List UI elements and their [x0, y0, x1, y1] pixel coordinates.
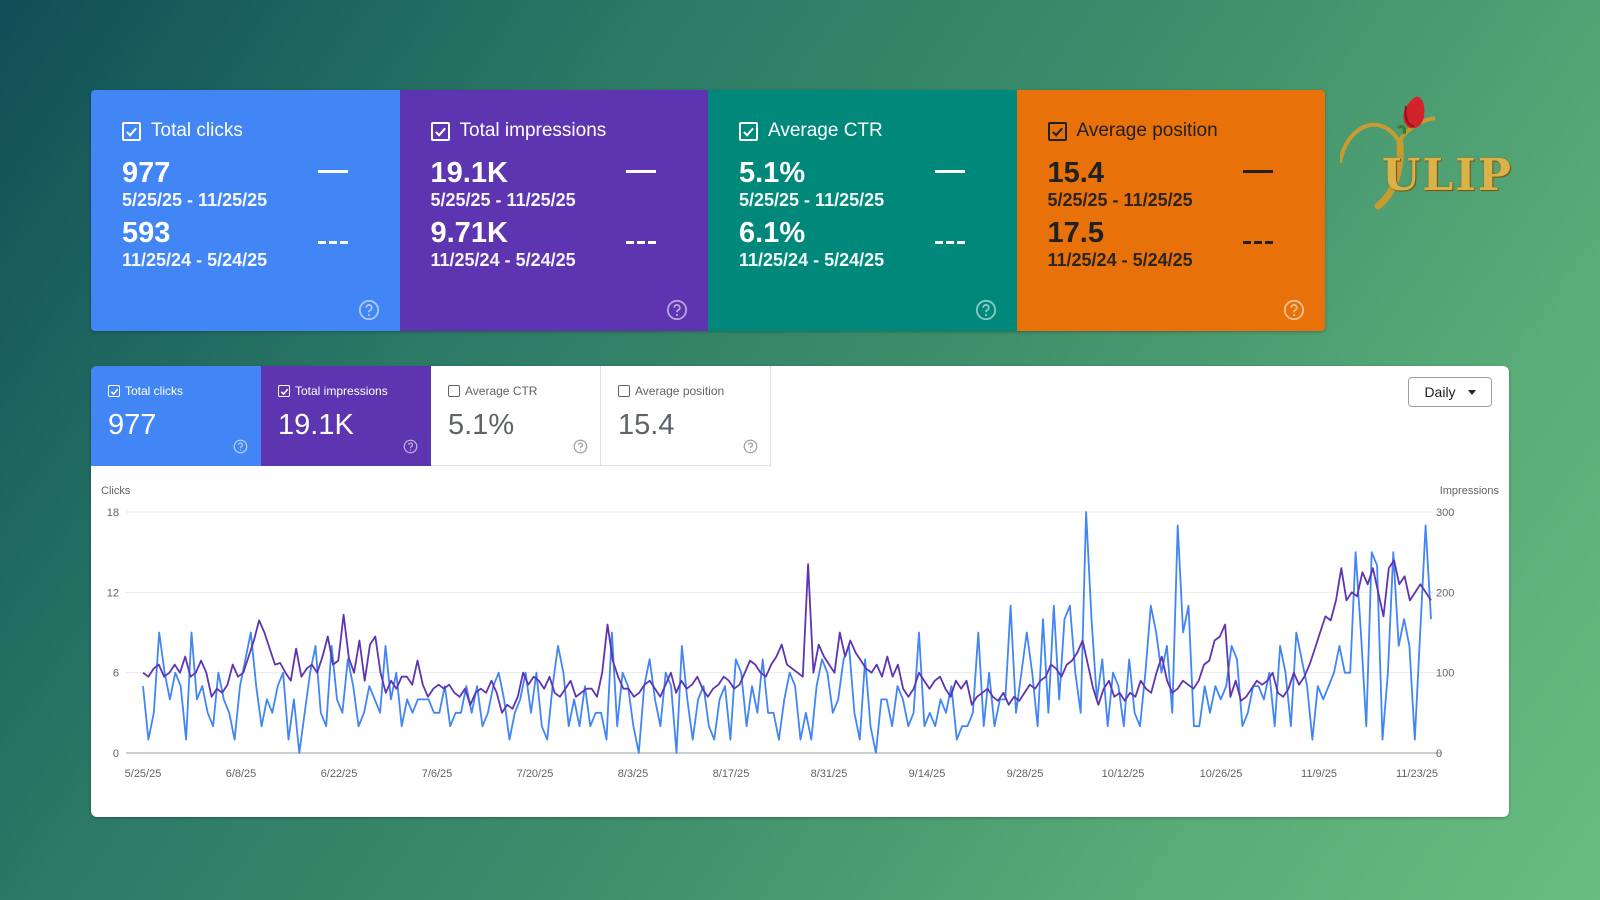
current-range: 5/25/25 - 11/25/25 — [122, 190, 268, 210]
help-icon[interactable] — [573, 439, 588, 454]
previous-value: 17.5 — [1047, 217, 1104, 249]
card-total-clicks[interactable]: Total clicks 977 5/25/25 - 11/25/25 593 … — [91, 90, 400, 331]
tab-value: 15.4 — [618, 409, 675, 441]
performance-line-chart: Clicks Impressions 0 6 12 18 0 100 200 300 5/2… — [101, 485, 1500, 780]
tab-average-ctr[interactable]: Average CTR 5.1% — [431, 366, 601, 466]
card-title: Average CTR — [768, 120, 883, 141]
caret-down-icon — [1467, 389, 1476, 395]
logo-wordmark: ULIP — [1382, 150, 1513, 201]
left-tick-label: 18 — [107, 507, 119, 519]
current-value: 977 — [122, 157, 171, 189]
previous-value: 6.1% — [739, 217, 806, 249]
right-tick-label: 300 — [1436, 507, 1454, 519]
x-tick-label: 8/31/25 — [811, 768, 848, 780]
x-tick-label: 7/20/25 — [517, 768, 554, 780]
series-line-impressions — [142, 559, 1432, 714]
dashed-line-legend-icon — [934, 241, 965, 244]
granularity-label: Daily — [1424, 384, 1456, 400]
solid-line-legend-icon — [934, 170, 965, 173]
checkbox-checked-icon[interactable] — [108, 385, 120, 397]
solid-line-legend-icon — [317, 170, 348, 173]
card-header: Average CTR — [739, 120, 987, 142]
tab-average-position[interactable]: Average position 15.4 — [601, 366, 771, 466]
previous-range: 11/25/24 - 5/24/25 — [122, 250, 268, 270]
x-tick-label: 6/22/25 — [321, 768, 358, 780]
card-title: Total clicks — [151, 120, 243, 141]
card-title: Average position — [1076, 120, 1218, 141]
x-tick-label: 6/8/25 — [226, 768, 257, 780]
checkbox-unchecked-icon[interactable] — [618, 385, 630, 397]
card-title: Total impressions — [459, 120, 607, 141]
series-line-clicks — [142, 511, 1432, 754]
card-average-position[interactable]: Average position 15.4 5/25/25 - 11/25/25… — [1016, 90, 1325, 331]
card-header: Total clicks — [122, 120, 370, 142]
help-icon[interactable] — [233, 439, 248, 454]
card-total-impressions[interactable]: Total impressions 19.1K 5/25/25 - 11/25/… — [399, 90, 708, 331]
x-tick-label: 10/26/25 — [1200, 768, 1243, 780]
performance-summary-cards: Total clicks 977 5/25/25 - 11/25/25 593 … — [91, 90, 1325, 331]
tab-label: Average CTR — [465, 384, 538, 398]
help-icon[interactable] — [358, 299, 380, 321]
x-tick-label: 5/25/25 — [125, 768, 162, 780]
x-tick-label: 11/9/25 — [1301, 768, 1337, 780]
help-icon[interactable] — [1283, 299, 1305, 321]
granularity-dropdown[interactable]: Daily — [1408, 377, 1492, 407]
current-range: 5/25/25 - 11/25/25 — [739, 190, 885, 210]
tab-value: 5.1% — [448, 409, 515, 441]
current-value: 5.1% — [739, 157, 806, 189]
tab-label: Total impressions — [295, 384, 388, 398]
metric-tabs: Total clicks 977 Total impressions 19.1K… — [91, 366, 1509, 466]
solid-line-legend-icon — [626, 170, 656, 173]
performance-chart-panel: Total clicks 977 Total impressions 19.1K… — [91, 366, 1509, 817]
checkbox-checked-icon[interactable] — [430, 121, 450, 141]
left-tick-label: 6 — [113, 668, 119, 680]
tab-total-clicks[interactable]: Total clicks 977 — [91, 366, 261, 466]
tab-total-impressions[interactable]: Total impressions 19.1K — [261, 366, 431, 466]
right-axis-label: Impressions — [1440, 485, 1500, 497]
current-range: 5/25/25 - 11/25/25 — [1047, 190, 1193, 210]
tab-value: 19.1K — [278, 409, 354, 441]
current-value: 19.1K — [430, 157, 508, 189]
card-header: Average position — [1047, 120, 1296, 142]
left-tick-label: 0 — [113, 748, 119, 760]
help-icon[interactable] — [975, 299, 997, 321]
tab-value: 977 — [108, 409, 157, 441]
left-tick-label: 12 — [107, 587, 119, 599]
checkbox-checked-icon[interactable] — [278, 385, 290, 397]
help-icon[interactable] — [743, 439, 758, 454]
checkbox-checked-icon[interactable] — [1047, 121, 1067, 141]
dashed-line-legend-icon — [1243, 241, 1273, 244]
x-tick-label: 9/28/25 — [1007, 768, 1044, 780]
x-tick-label: 11/23/25 — [1396, 768, 1438, 780]
previous-value: 593 — [122, 217, 171, 249]
x-tick-label: 8/17/25 — [713, 768, 750, 780]
right-tick-label: 200 — [1436, 587, 1454, 599]
dashed-line-legend-icon — [317, 241, 348, 244]
checkbox-unchecked-icon[interactable] — [448, 385, 460, 397]
tab-label: Total clicks — [125, 384, 184, 398]
help-icon[interactable] — [403, 439, 418, 454]
x-tick-label: 8/3/25 — [618, 768, 649, 780]
right-tick-label: 0 — [1436, 748, 1442, 760]
x-tick-label: 10/12/25 — [1102, 768, 1145, 780]
previous-range: 11/25/24 - 5/24/25 — [430, 250, 576, 270]
x-tick-label: 7/6/25 — [422, 768, 453, 780]
right-tick-label: 100 — [1436, 668, 1454, 680]
solid-line-legend-icon — [1243, 170, 1273, 173]
previous-value: 9.71K — [430, 217, 508, 249]
current-value: 15.4 — [1047, 157, 1104, 189]
tulip-icon — [1340, 96, 1436, 210]
previous-range: 11/25/24 - 5/24/25 — [1047, 250, 1193, 270]
left-axis-label: Clicks — [101, 485, 131, 497]
checkbox-checked-icon[interactable] — [122, 121, 141, 141]
card-header: Total impressions — [430, 120, 679, 142]
x-tick-label: 9/14/25 — [909, 768, 946, 780]
previous-range: 11/25/24 - 5/24/25 — [739, 250, 885, 270]
dashed-line-legend-icon — [626, 241, 656, 244]
checkbox-checked-icon[interactable] — [739, 121, 758, 141]
tab-label: Average position — [635, 384, 725, 398]
card-average-ctr[interactable]: Average CTR 5.1% 5/25/25 - 11/25/25 6.1%… — [708, 90, 1017, 331]
help-icon[interactable] — [666, 299, 688, 321]
current-range: 5/25/25 - 11/25/25 — [430, 190, 576, 210]
